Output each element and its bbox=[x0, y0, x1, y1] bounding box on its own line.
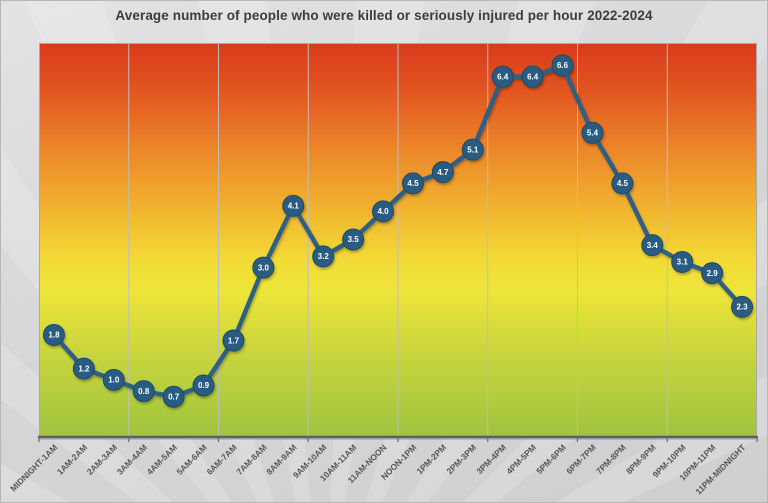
data-point-value: 3.0 bbox=[258, 263, 270, 272]
x-axis-label: 6PM-7PM bbox=[564, 442, 598, 476]
data-point-marker bbox=[401, 172, 424, 195]
data-point-value: 1.7 bbox=[228, 336, 240, 345]
x-axis-label: 1PM-2PM bbox=[414, 442, 448, 476]
x-axis-label: 2PM-3PM bbox=[444, 442, 478, 476]
data-point-value: 2.3 bbox=[736, 303, 748, 312]
data-point-value: 6.4 bbox=[497, 72, 509, 81]
x-axis-label: 2AM-3AM bbox=[85, 442, 119, 476]
data-point-marker bbox=[671, 250, 694, 273]
data-point-marker bbox=[102, 368, 125, 391]
plot-border bbox=[39, 43, 757, 436]
data-point-value: 4.5 bbox=[617, 179, 629, 188]
data-point-marker bbox=[312, 245, 335, 268]
data-point-marker bbox=[42, 323, 65, 346]
data-point-marker bbox=[731, 295, 754, 318]
data-point-marker bbox=[641, 234, 664, 257]
data-point-marker bbox=[431, 161, 454, 184]
data-point-value: 0.9 bbox=[198, 381, 210, 390]
x-axis-label: 4AM-5AM bbox=[145, 442, 179, 476]
data-point-marker bbox=[162, 385, 185, 408]
data-point-value: 5.4 bbox=[587, 129, 599, 138]
data-point-value: 0.8 bbox=[138, 387, 150, 396]
x-axis-label: 3PM-4PM bbox=[474, 442, 508, 476]
data-series bbox=[42, 54, 754, 408]
data-point-value: 4.7 bbox=[437, 168, 449, 177]
data-point-value: 6.6 bbox=[557, 61, 569, 70]
x-axis-label: 7AM-8AM bbox=[234, 442, 268, 476]
data-point-value: 4.0 bbox=[377, 207, 389, 216]
data-point-marker bbox=[372, 200, 395, 223]
data-point-marker bbox=[701, 262, 724, 285]
data-point-marker bbox=[222, 329, 245, 352]
data-point-marker bbox=[192, 374, 215, 397]
x-axis-label: 6AM-7AM bbox=[204, 442, 238, 476]
data-point-marker bbox=[491, 65, 514, 88]
data-point-marker bbox=[521, 65, 544, 88]
x-axis-label: 1AM-2AM bbox=[55, 442, 89, 476]
data-point-value: 1.8 bbox=[48, 331, 60, 340]
data-point-value: 2.9 bbox=[707, 269, 719, 278]
data-point-value: 3.2 bbox=[318, 252, 330, 261]
data-point-value: 3.4 bbox=[647, 241, 659, 250]
x-axis-label: MIDNIGHT-1AM bbox=[8, 442, 59, 493]
data-point-value: 6.4 bbox=[527, 72, 539, 81]
data-point-value: 4.1 bbox=[288, 202, 300, 211]
x-axis-label: 7PM-8PM bbox=[594, 442, 628, 476]
data-point-marker bbox=[611, 172, 634, 195]
chart-title: Average number of people who were killed… bbox=[115, 8, 653, 23]
data-point-marker bbox=[72, 357, 95, 380]
data-point-marker bbox=[132, 380, 155, 403]
data-point-marker bbox=[252, 256, 275, 279]
data-point-marker bbox=[581, 121, 604, 144]
data-point-value: 3.5 bbox=[348, 235, 360, 244]
data-point-marker bbox=[461, 138, 484, 161]
x-axis-label: 5PM-6PM bbox=[534, 442, 568, 476]
data-point-value: 4.5 bbox=[407, 179, 419, 188]
data-point-value: 0.7 bbox=[168, 392, 180, 401]
data-point-value: 3.1 bbox=[677, 258, 689, 267]
data-point-value: 1.2 bbox=[78, 364, 90, 373]
data-point-marker bbox=[282, 194, 305, 217]
x-axis-label: 5AM-6AM bbox=[174, 442, 208, 476]
x-axis-label: 4PM-5PM bbox=[504, 442, 538, 476]
data-point-marker bbox=[342, 228, 365, 251]
x-axis-label: 3AM-4AM bbox=[115, 442, 149, 476]
data-point-marker bbox=[551, 54, 574, 77]
data-point-value: 1.0 bbox=[108, 376, 120, 385]
data-point-value: 5.1 bbox=[467, 145, 479, 154]
